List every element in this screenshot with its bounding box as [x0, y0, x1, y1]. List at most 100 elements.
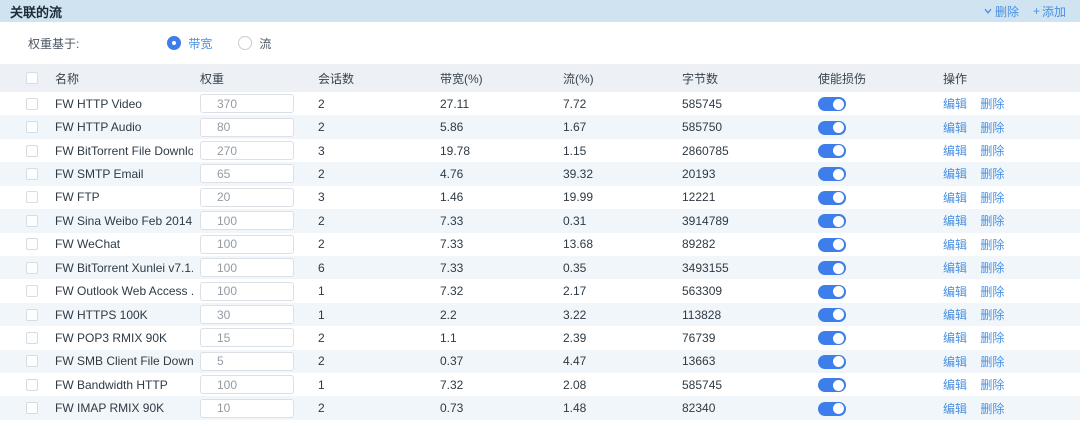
row-checkbox[interactable] — [26, 378, 38, 391]
radio-bandwidth[interactable]: 带宽 — [167, 35, 212, 52]
bandwidth-pct: 27.11 — [440, 96, 470, 111]
delete-link[interactable]: 删除 — [980, 190, 1005, 205]
delete-link[interactable]: 删除 — [980, 261, 1005, 276]
impairment-toggle[interactable] — [818, 97, 846, 112]
row-checkbox[interactable] — [26, 121, 38, 134]
edit-link[interactable]: 编辑 — [943, 167, 968, 182]
impairment-toggle[interactable] — [818, 143, 846, 158]
weight-input[interactable] — [200, 375, 294, 395]
weight-input[interactable] — [200, 351, 294, 371]
edit-link[interactable]: 编辑 — [943, 214, 968, 229]
edit-link[interactable]: 编辑 — [943, 401, 968, 416]
weight-input[interactable] — [200, 305, 294, 324]
session-count: 2 — [318, 354, 325, 369]
bulk-delete-button[interactable]: 删除 — [983, 3, 1019, 20]
weight-basis-radio-group: 带宽 流 — [167, 35, 297, 52]
row-checkbox[interactable] — [26, 285, 38, 298]
weight-input[interactable] — [200, 117, 294, 137]
weight-input[interactable] — [200, 141, 294, 161]
edit-link[interactable]: 编辑 — [943, 120, 968, 135]
add-button[interactable]: + 添加 — [1033, 3, 1066, 20]
page-title: 关联的流 — [10, 4, 63, 20]
weight-input[interactable] — [200, 94, 294, 114]
impairment-toggle[interactable] — [818, 214, 846, 229]
edit-link[interactable]: 编辑 — [943, 190, 968, 205]
impairment-toggle[interactable] — [818, 284, 846, 299]
byte-count: 12221 — [682, 190, 716, 205]
row-checkbox[interactable] — [26, 355, 38, 368]
row-checkbox[interactable] — [26, 308, 38, 321]
delete-link[interactable]: 删除 — [980, 378, 1005, 393]
delete-link[interactable]: 删除 — [980, 97, 1005, 112]
flow-pct: 19.99 — [563, 190, 594, 205]
impairment-toggle[interactable] — [818, 331, 846, 346]
edit-link[interactable]: 编辑 — [943, 261, 968, 276]
delete-link[interactable]: 删除 — [980, 284, 1005, 299]
edit-link[interactable]: 编辑 — [943, 97, 968, 112]
byte-count: 76739 — [682, 330, 716, 345]
row-checkbox[interactable] — [26, 261, 38, 274]
delete-link[interactable]: 删除 — [980, 144, 1005, 159]
delete-link[interactable]: 删除 — [980, 120, 1005, 135]
table-row: FW SMB Client File Downl... 2 0.37 4.47 … — [0, 349, 1080, 374]
edit-link[interactable]: 编辑 — [943, 354, 968, 369]
edit-link[interactable]: 编辑 — [943, 284, 968, 299]
bulk-delete-label: 删除 — [994, 4, 1019, 19]
bandwidth-pct: 7.33 — [440, 237, 464, 252]
weight-input[interactable] — [200, 211, 294, 231]
panel-titlebar: 关联的流 删除 + 添加 — [0, 0, 1080, 22]
select-all-checkbox[interactable] — [26, 72, 38, 84]
bandwidth-pct: 19.78 — [440, 143, 471, 158]
toggle-knob-icon — [833, 192, 844, 204]
radio-dot-icon — [238, 36, 253, 50]
impairment-toggle[interactable] — [818, 190, 846, 205]
weight-input[interactable] — [200, 398, 294, 418]
table-row: FW Bandwidth HTTP 1 7.32 2.08 585745 编辑 … — [0, 373, 1080, 397]
row-checkbox[interactable] — [26, 214, 38, 227]
impairment-toggle[interactable] — [818, 261, 846, 276]
byte-count: 20193 — [682, 166, 716, 181]
col-header-name: 名称 — [55, 71, 80, 86]
col-header-actions: 操作 — [943, 71, 968, 86]
impairment-toggle[interactable] — [818, 307, 846, 322]
delete-link[interactable]: 删除 — [980, 167, 1005, 182]
impairment-toggle[interactable] — [818, 237, 846, 252]
weight-input[interactable] — [200, 328, 294, 348]
edit-link[interactable]: 编辑 — [943, 144, 968, 159]
row-checkbox[interactable] — [26, 97, 38, 110]
row-checkbox[interactable] — [26, 167, 38, 180]
delete-link[interactable]: 删除 — [980, 308, 1005, 322]
row-checkbox[interactable] — [26, 402, 38, 415]
weight-input[interactable] — [200, 281, 294, 301]
delete-link[interactable]: 删除 — [980, 401, 1005, 416]
table-row: FW HTTP Audio 2 5.86 1.67 585750 编辑 删除 — [0, 115, 1080, 139]
weight-input[interactable] — [200, 187, 294, 207]
flow-pct: 7.72 — [563, 96, 587, 111]
edit-link[interactable]: 编辑 — [943, 308, 968, 322]
row-checkbox[interactable] — [26, 144, 38, 157]
impairment-toggle[interactable] — [818, 401, 846, 416]
delete-link[interactable]: 删除 — [980, 237, 1005, 252]
impairment-toggle[interactable] — [818, 120, 846, 135]
row-checkbox[interactable] — [26, 331, 38, 344]
edit-link[interactable]: 编辑 — [943, 237, 968, 252]
weight-input[interactable] — [200, 164, 294, 184]
radio-flow[interactable]: 流 — [238, 35, 271, 52]
bandwidth-pct: 7.33 — [440, 213, 464, 228]
delete-link[interactable]: 删除 — [980, 331, 1005, 346]
bandwidth-pct: 7.32 — [440, 377, 464, 392]
weight-input[interactable] — [200, 258, 294, 278]
impairment-toggle[interactable] — [818, 354, 846, 369]
row-checkbox[interactable] — [26, 191, 38, 204]
edit-link[interactable]: 编辑 — [943, 378, 968, 393]
edit-link[interactable]: 编辑 — [943, 331, 968, 346]
impairment-toggle[interactable] — [818, 167, 846, 182]
delete-link[interactable]: 删除 — [980, 354, 1005, 369]
radio-dot-icon — [167, 36, 182, 50]
delete-link[interactable]: 删除 — [980, 214, 1005, 229]
impairment-toggle[interactable] — [818, 378, 846, 393]
weight-input[interactable] — [200, 234, 294, 254]
col-header-weight: 权重 — [200, 71, 225, 86]
weight-basis-label: 权重基于: — [28, 36, 80, 51]
row-checkbox[interactable] — [26, 238, 38, 251]
